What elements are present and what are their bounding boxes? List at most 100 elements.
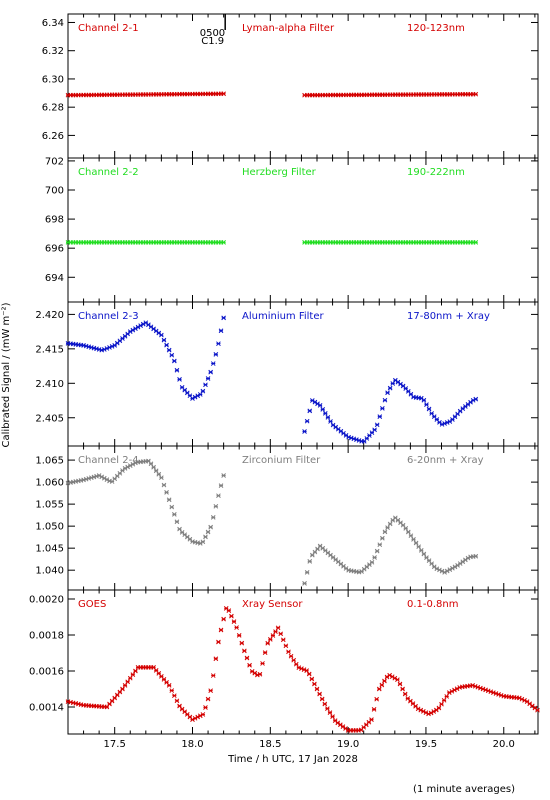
y-tick-label: 2.405 [35,413,64,424]
data-point [416,544,422,550]
data-point [473,91,479,97]
panel-3: 2.405 2.410 2.415 2.420 Channel 2-3 Aluminium… [35,301,539,447]
data-point [421,397,427,403]
series-points [65,606,540,733]
data-point [400,686,405,692]
data-point [371,707,377,712]
data-point [133,668,138,674]
data-point [244,655,250,661]
x-tick-label: 18.5 [259,739,281,750]
data-point [267,637,273,642]
y-tick-label: 1.055 [35,500,64,511]
data-point [275,625,281,631]
data-point [304,570,310,575]
panel-label-3: 6-20nm + Xray [407,455,484,466]
data-point [159,332,164,338]
data-point [385,390,390,396]
panel-label-2: Zirconium Filter [242,455,321,466]
panel-label-3: 120-123nm [407,23,465,34]
data-point [380,406,385,411]
panel-2: 694 696 698 700 702 Channel 2-2 Herzberg Filte… [45,156,539,303]
panel-label-1: Channel 2-2 [78,167,139,178]
data-point [208,524,214,530]
data-point [120,686,125,692]
data-point [377,542,383,548]
data-point [369,717,374,722]
panel-frame [67,301,539,447]
data-point [151,464,156,470]
data-point [210,514,216,520]
data-point [218,627,224,633]
data-point [307,559,313,564]
data-point [325,415,331,420]
data-point [270,633,276,638]
data-point [395,677,400,683]
data-point [197,392,203,397]
data-point [328,419,333,424]
y-tick-label: 0.0016 [29,667,64,678]
y-tick-label: 0.0018 [29,631,64,642]
data-point [177,526,182,532]
data-point [257,671,263,677]
data-point [265,640,271,646]
data-point [242,648,247,654]
data-point [280,637,286,643]
y-tick-label: 6.28 [42,103,64,114]
y-tick-label: 698 [45,215,64,226]
data-point [325,706,330,711]
data-point [319,696,325,702]
data-point [208,369,214,375]
data-point [130,672,136,677]
y-tick-label: 2.420 [35,310,64,321]
y-tick-label: 700 [45,186,64,197]
data-point [218,328,224,334]
data-point [283,643,289,649]
data-point [288,653,294,659]
series-points [65,315,479,444]
panel-frame [67,13,539,159]
panel-label-2: Lyman-alpha Filter [242,23,335,34]
data-point [153,468,159,474]
panel-frame [67,157,539,303]
data-point [221,616,226,622]
data-point [322,701,328,707]
y-tick-label: 702 [45,156,64,167]
panel-label-3: 0.1-0.8nm [407,599,459,610]
data-point [218,483,224,488]
data-point [278,631,284,637]
data-point [210,673,216,678]
data-point [317,402,323,408]
data-point [171,693,177,699]
flare-marker-time: 0500 [200,28,225,39]
data-point [236,633,242,638]
data-point [306,671,312,677]
data-point [169,688,175,693]
data-point [444,694,450,699]
data-point [208,688,214,694]
flare-marker: 0500 C1.9 [200,14,226,47]
data-point [436,705,442,711]
y-tick-label: 6.34 [42,18,64,29]
data-point [273,629,278,635]
y-tick-label: 2.415 [35,344,64,355]
y-tick-label: 0.0020 [29,595,64,606]
data-point [205,529,211,535]
data-point [372,555,377,560]
data-point [304,668,309,673]
panel-label-1: Channel 2-4 [78,455,139,466]
data-point [174,519,180,525]
panel-label-1: GOES [78,599,106,610]
data-point [205,376,211,381]
data-point [216,341,221,347]
data-point [122,683,128,688]
flare-marker-class: C1.9 [201,36,224,47]
x-tick-label: 17.5 [104,739,126,750]
y-tick-label: 694 [45,273,64,284]
series-points [65,240,479,245]
panel-1: 6.26 6.28 6.30 6.32 6.34 Channel 2-1 Lyman-alp… [42,13,539,159]
data-point [441,697,447,703]
data-point [418,548,424,553]
data-point [439,701,444,707]
data-point [221,240,226,245]
